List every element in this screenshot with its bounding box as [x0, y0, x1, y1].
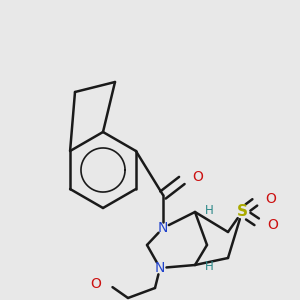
Text: O: O	[90, 277, 101, 291]
Text: H: H	[205, 260, 214, 274]
Text: O: O	[265, 192, 276, 206]
Text: O: O	[267, 218, 278, 232]
Text: H: H	[205, 203, 214, 217]
Text: N: N	[155, 261, 165, 275]
Text: N: N	[158, 221, 168, 235]
Text: O: O	[192, 170, 203, 184]
Text: S: S	[236, 205, 247, 220]
